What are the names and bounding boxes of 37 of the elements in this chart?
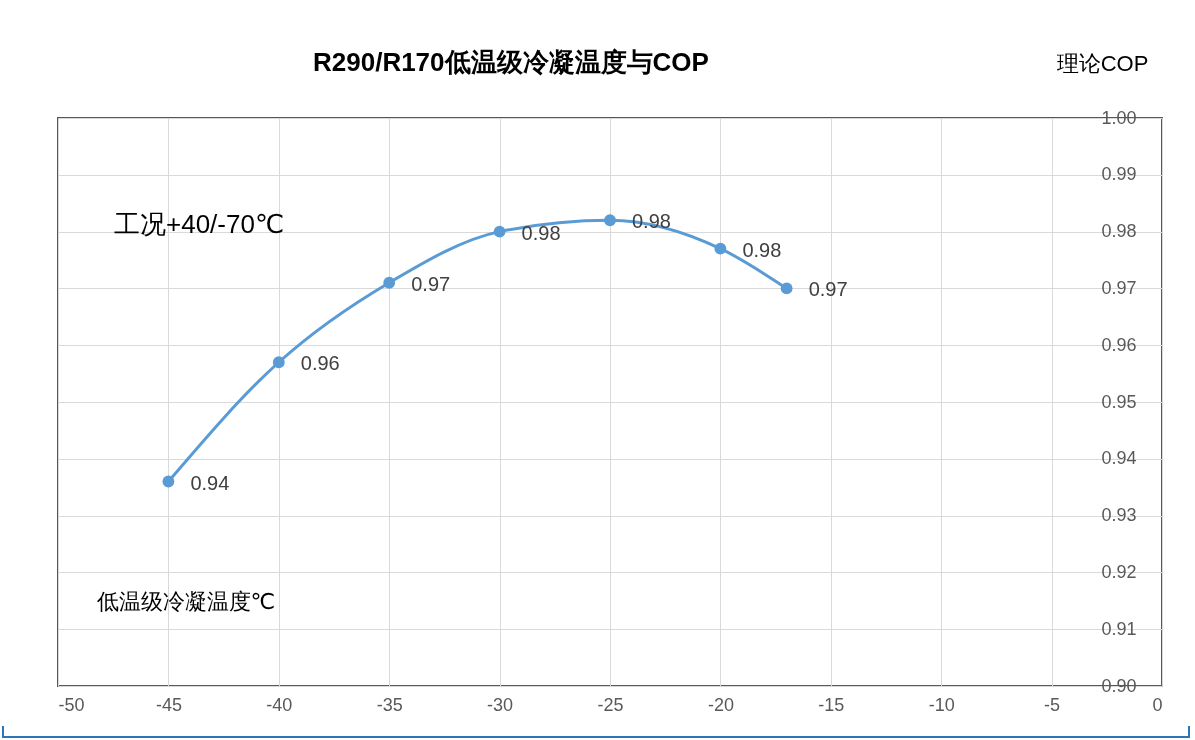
- data-label: 0.98: [521, 221, 561, 244]
- annotation: 工况+40/-70℃: [114, 209, 285, 239]
- chart-title: R290/R170低温级冷凝温度与COP: [313, 47, 709, 77]
- y-tick-label: 0.99: [1101, 164, 1137, 185]
- x-tick-label: -40: [266, 694, 293, 715]
- y-axis-title: 理论COP: [1056, 50, 1149, 76]
- x-tick-label: -45: [155, 694, 182, 715]
- data-label: 0.94: [190, 471, 230, 494]
- y-tick-label: 0.96: [1101, 334, 1137, 355]
- x-tick-label: -10: [928, 694, 955, 715]
- y-tick-label: 0.94: [1101, 448, 1137, 469]
- point: [714, 242, 727, 255]
- y-tick-label: 0.91: [1101, 618, 1137, 639]
- x-tick-label: -20: [707, 694, 734, 715]
- point: [604, 214, 616, 227]
- x-tick-label: -5: [1044, 694, 1061, 715]
- y-tick-label: 0.97: [1101, 277, 1137, 298]
- y-tick-label: 0.93: [1101, 505, 1137, 526]
- point: [493, 225, 506, 238]
- y-tick-label: 0.98: [1101, 221, 1137, 242]
- x-tick-label: -25: [597, 694, 624, 715]
- point: [162, 475, 175, 488]
- point: [383, 276, 396, 289]
- x-tick-label: -30: [487, 694, 514, 715]
- data-label: 0.96: [300, 352, 340, 375]
- x-axis-title: 低温级冷凝温度℃: [96, 588, 276, 614]
- x-tick-label: -50: [58, 694, 85, 715]
- y-tick-label: 0.95: [1101, 391, 1137, 412]
- point: [780, 282, 793, 295]
- y-tick-label: 0.92: [1101, 561, 1137, 582]
- data-label: 0.97: [411, 272, 451, 295]
- x-tick-label: -35: [376, 694, 403, 715]
- data-label: 0.98: [742, 238, 782, 261]
- x-tick-label: 0: [1152, 694, 1163, 715]
- x-tick-label: -15: [818, 694, 845, 715]
- data-label: 0.97: [808, 278, 848, 301]
- point: [272, 356, 285, 369]
